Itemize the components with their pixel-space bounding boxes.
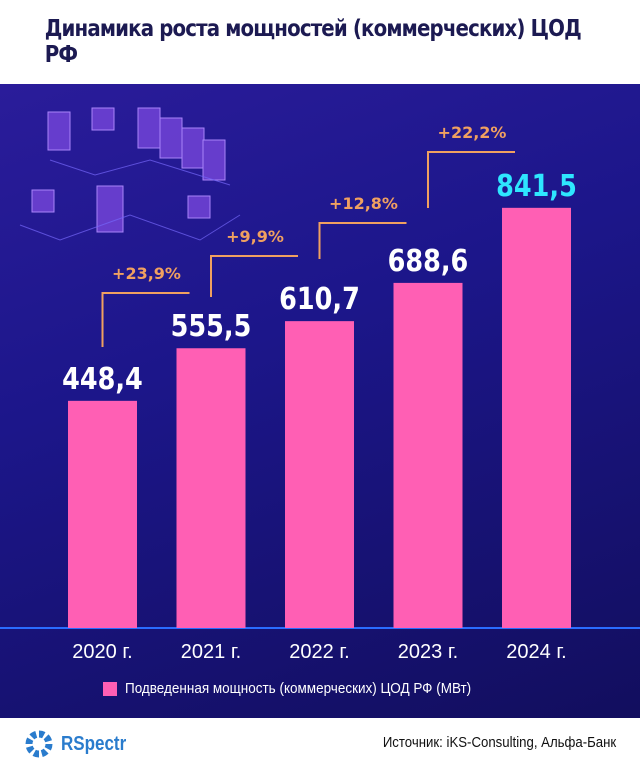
bar-2023 [393,282,463,628]
growth-connector [210,255,298,297]
legend: Подведенная мощность (коммерческих) ЦОД … [103,680,510,697]
footer: RSpectr Источник: iKS-Consulting, Альфа-… [0,718,640,768]
x-tick-label: 2024 г. [506,641,566,663]
x-tick-label: 2021 г. [181,641,241,663]
bar-2021 [176,348,246,628]
source-note: Источник: iKS-Consulting, Альфа-Банк [382,734,616,751]
logo-text: RSpectr [61,732,127,755]
x-tick-label: 2020 г. [72,641,132,663]
value-label: 688,6 [388,243,469,279]
growth-label: +12,8% [329,194,398,213]
rspectr-logo[interactable]: RSpectr [25,730,138,758]
value-label: 841,5 [496,168,577,204]
legend-label: Подведенная мощность (коммерческих) ЦОД … [125,680,472,697]
value-label: 448,4 [62,361,143,397]
rspectr-logo-icon [25,730,53,758]
growth-connector [318,222,407,259]
value-label: 610,7 [279,281,360,317]
x-tick-label: 2023 г. [398,641,458,663]
bar-2024 [502,207,571,629]
datacenter-illustration [19,107,241,241]
growth-label: +22,2% [438,123,507,142]
bar-2022 [285,321,354,628]
growth-label: +9,9% [226,227,284,246]
growth-label: +23,9% [112,264,181,283]
bar-chart: 448,4 2020 г. 555,5 2021 г. 610,7 2022 г. 688,… [0,107,640,663]
x-tick-label: 2022 г. [289,641,349,663]
growth-connector [101,292,190,347]
legend-swatch [103,681,117,696]
chart-title: Динамика роста мощностей (коммерческих) … [0,0,640,84]
growth-connector [427,151,515,208]
value-label: 555,5 [171,308,252,344]
chart-title-text: Динамика роста мощностей (коммерческих) … [44,16,582,68]
bar-2020 [68,400,137,628]
